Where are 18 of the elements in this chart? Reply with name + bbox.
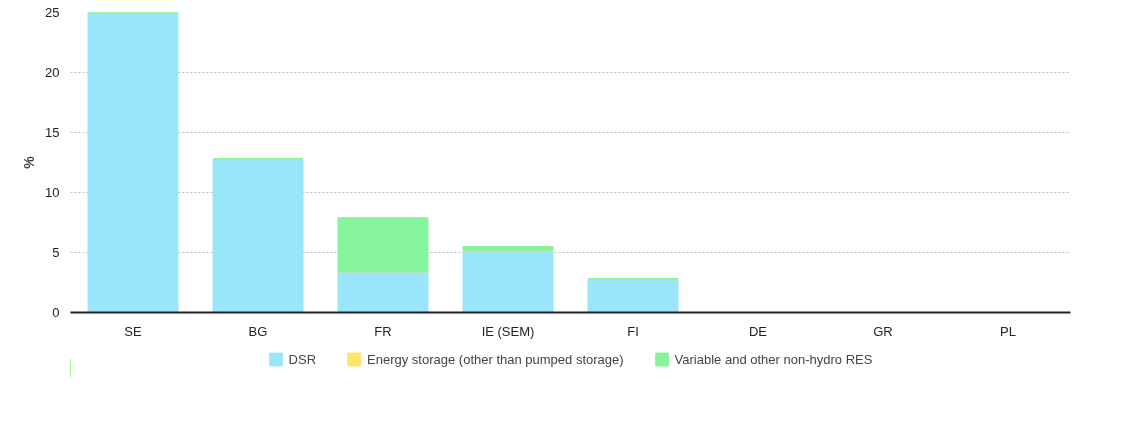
x-tick-label: PL: [1000, 323, 1016, 339]
y-tick-label: 25: [45, 5, 60, 20]
legend-label: Energy storage (other than pumped storage): [367, 351, 624, 367]
y-tick-label: 15: [45, 125, 60, 140]
y-axis-title: %: [21, 155, 38, 169]
legend-label: DSR: [288, 351, 317, 367]
y-tick-label: 20: [45, 65, 60, 80]
x-tick-label: BG: [248, 323, 268, 339]
x-tick-label: FI: [627, 323, 639, 339]
x-tick-label: IE (SEM): [481, 323, 535, 339]
x-tick-label: DE: [748, 323, 768, 339]
y-tick-label: 5: [52, 245, 60, 260]
legend-label: Variable and other non-hydro RES: [674, 351, 873, 367]
x-tick-label: GR: [873, 323, 893, 339]
y-tick-label: 10: [45, 185, 60, 200]
y-tick-label: 0: [52, 305, 60, 320]
x-tick-label: FR: [374, 323, 392, 339]
x-tick-label: SE: [124, 323, 142, 339]
